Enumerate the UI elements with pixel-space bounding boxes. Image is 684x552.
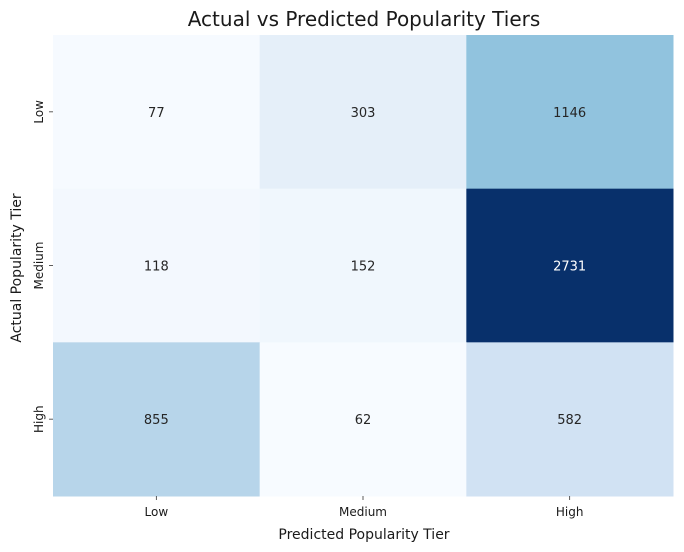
x-axis-ticks: Low Medium High	[145, 496, 584, 519]
y-tick-label: Medium	[32, 242, 46, 290]
cell-value-label: 303	[351, 106, 376, 121]
x-axis-label: Predicted Popularity Tier	[278, 527, 449, 543]
heatmap-cells: 77 303 1146 118 152 2731 855 62 582	[53, 35, 674, 497]
heatmap-cell	[53, 188, 261, 343]
cell-value-label: 118	[144, 260, 169, 275]
y-tick-label: High	[32, 405, 46, 433]
x-tick-label: Medium	[339, 505, 387, 519]
cell-value-label: 582	[557, 413, 582, 428]
heatmap-cell	[466, 188, 674, 343]
heatmap-cell	[53, 35, 261, 190]
y-axis-label: Actual Popularity Tier	[9, 193, 25, 343]
heatmap-cell	[466, 342, 674, 497]
cell-value-label: 2731	[553, 260, 586, 275]
x-tick-label: High	[556, 505, 584, 519]
cell-value-label: 77	[148, 106, 165, 121]
y-axis-ticks: Low Medium High	[32, 100, 53, 433]
cell-value-label: 1146	[553, 106, 586, 121]
cell-value-label: 152	[351, 260, 376, 275]
heatmap-cell	[259, 188, 467, 343]
heatmap-cell	[259, 342, 467, 497]
y-tick-label: Low	[32, 100, 46, 124]
cell-value-label: 855	[144, 413, 169, 428]
heatmap-cell	[53, 342, 261, 497]
heatmap-cell	[259, 35, 467, 190]
chart-title: Actual vs Predicted Popularity Tiers	[188, 7, 541, 31]
cell-value-label: 62	[355, 413, 372, 428]
x-tick-label: Low	[145, 505, 169, 519]
heatmap-cell	[466, 35, 674, 190]
